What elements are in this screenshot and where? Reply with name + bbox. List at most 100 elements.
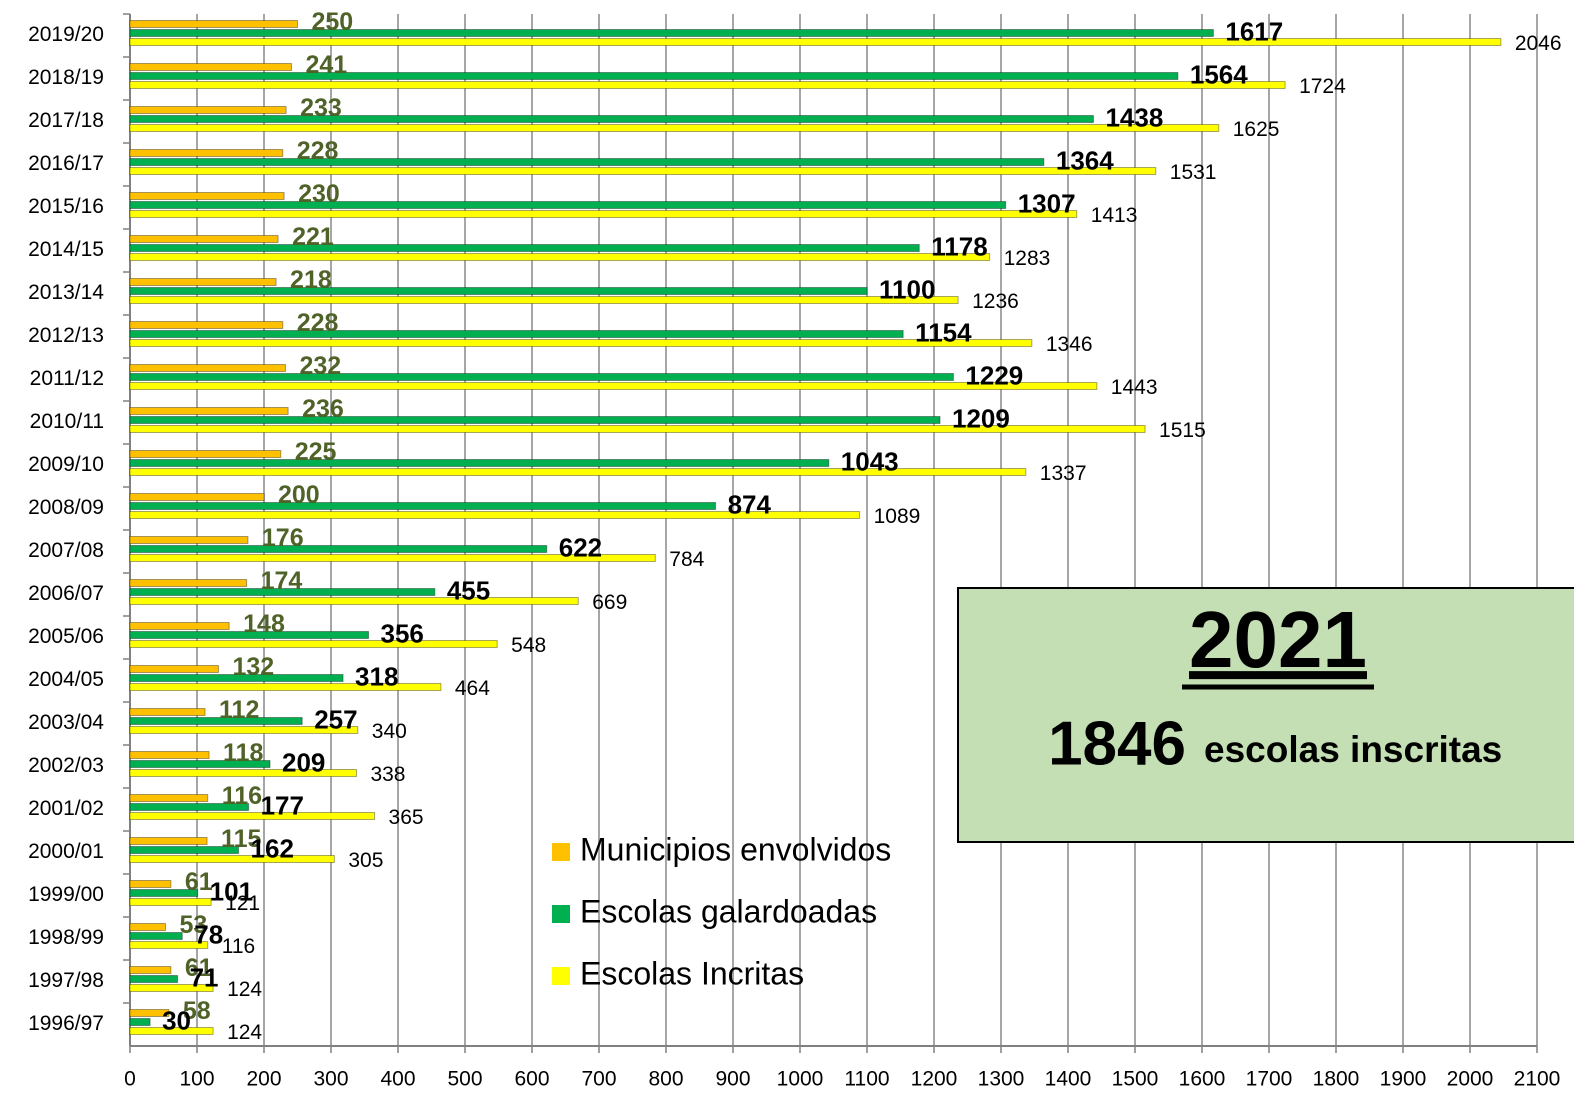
x-tick-label: 1100	[844, 1068, 889, 1091]
bar	[129, 167, 1157, 175]
data-label: 1625	[1233, 118, 1280, 141]
data-label: 365	[389, 806, 424, 829]
y-tick-label: 2000/01	[28, 840, 104, 863]
y-tick-label: 2008/09	[28, 496, 104, 519]
x-tick-label: 200	[246, 1068, 281, 1091]
bar	[129, 296, 959, 304]
data-label: 622	[559, 532, 602, 562]
y-tick-label: 2006/07	[28, 582, 104, 605]
y-tick-label: 2013/14	[28, 281, 104, 304]
x-tick-label: 1500	[1112, 1068, 1159, 1091]
bar	[129, 683, 442, 691]
y-tick-label: 2010/11	[30, 410, 104, 433]
data-label: 116	[222, 935, 255, 958]
data-label: 455	[447, 575, 490, 605]
data-label: 174	[261, 567, 303, 595]
annotation-count: 1846	[1048, 709, 1186, 778]
x-tick-label: 1300	[978, 1068, 1025, 1091]
data-label: 250	[312, 8, 354, 36]
bar	[129, 554, 656, 562]
bar	[129, 880, 172, 888]
data-label: 121	[225, 892, 260, 915]
data-label: 176	[262, 524, 304, 552]
x-tick-label: 0	[124, 1068, 136, 1091]
y-tick-label: 1997/98	[28, 969, 104, 992]
bar	[129, 382, 1098, 390]
bar	[129, 726, 359, 734]
data-label: 162	[251, 833, 294, 863]
data-label: 124	[227, 1021, 262, 1044]
legend-swatch	[552, 905, 570, 923]
data-label: 236	[302, 395, 344, 423]
bar	[129, 932, 183, 940]
data-label: 232	[299, 352, 341, 380]
legend-label: Escolas Incritas	[580, 955, 804, 991]
y-tick-label: 2002/03	[28, 754, 104, 777]
y-tick-label: 1996/97	[28, 1012, 104, 1035]
y-tick-label: 2018/19	[28, 66, 104, 89]
data-label: 874	[728, 489, 772, 519]
bar	[129, 115, 1094, 123]
bar	[129, 846, 240, 854]
bar	[129, 751, 210, 759]
x-tick-label: 1700	[1246, 1068, 1293, 1091]
bar	[129, 149, 284, 157]
bar	[129, 373, 954, 381]
legend-label: Escolas galardoadas	[580, 893, 877, 929]
data-label: 1443	[1111, 376, 1158, 399]
bar	[129, 760, 271, 768]
data-label: 1178	[931, 231, 987, 261]
data-label: 1515	[1159, 419, 1206, 442]
bar	[129, 72, 1179, 80]
x-tick-label: 1800	[1313, 1068, 1360, 1091]
data-label: 221	[292, 223, 334, 251]
data-label: 1100	[879, 274, 935, 304]
bar	[129, 889, 199, 897]
bar	[129, 63, 292, 71]
data-label: 1531	[1170, 161, 1217, 184]
data-label: 1209	[952, 403, 1010, 433]
y-tick-label: 2004/05	[28, 668, 104, 691]
data-label: 1154	[915, 317, 972, 347]
bar	[129, 545, 548, 553]
bar	[129, 38, 1502, 46]
y-tick-label: 1999/00	[28, 883, 104, 906]
y-tick-label: 2007/08	[28, 539, 104, 562]
x-tick-label: 1000	[777, 1068, 824, 1091]
bar	[129, 106, 287, 114]
data-label: 1346	[1046, 333, 1093, 356]
x-tick-label: 600	[514, 1068, 549, 1091]
bar	[129, 941, 209, 949]
y-tick-label: 2012/13	[28, 324, 104, 347]
bar	[129, 235, 279, 243]
bar	[129, 536, 249, 544]
data-label: 1283	[1004, 247, 1051, 270]
data-label: 58	[183, 997, 211, 1025]
bar	[129, 597, 579, 605]
bar	[129, 158, 1045, 166]
bar	[129, 468, 1027, 476]
data-label: 233	[300, 94, 342, 122]
bar	[129, 717, 303, 725]
data-label: 356	[381, 618, 424, 648]
data-label: 669	[592, 591, 627, 614]
data-label: 71	[190, 962, 219, 992]
bar	[129, 278, 277, 286]
data-label: 1564	[1190, 59, 1248, 89]
bar	[129, 640, 498, 648]
bar	[129, 29, 1214, 37]
y-tick-label: 2003/04	[28, 711, 104, 734]
bar	[129, 287, 868, 295]
bar	[129, 803, 250, 811]
data-label: 200	[278, 481, 320, 509]
bar	[129, 459, 830, 467]
data-label: 464	[455, 677, 490, 700]
bar	[129, 450, 282, 458]
y-tick-label: 2005/06	[28, 625, 104, 648]
bar	[129, 124, 1220, 132]
bar	[129, 1009, 170, 1017]
data-label: 209	[282, 747, 325, 777]
x-tick-label: 400	[380, 1068, 415, 1091]
data-label: 2046	[1515, 32, 1562, 55]
data-label: 1337	[1040, 462, 1087, 485]
